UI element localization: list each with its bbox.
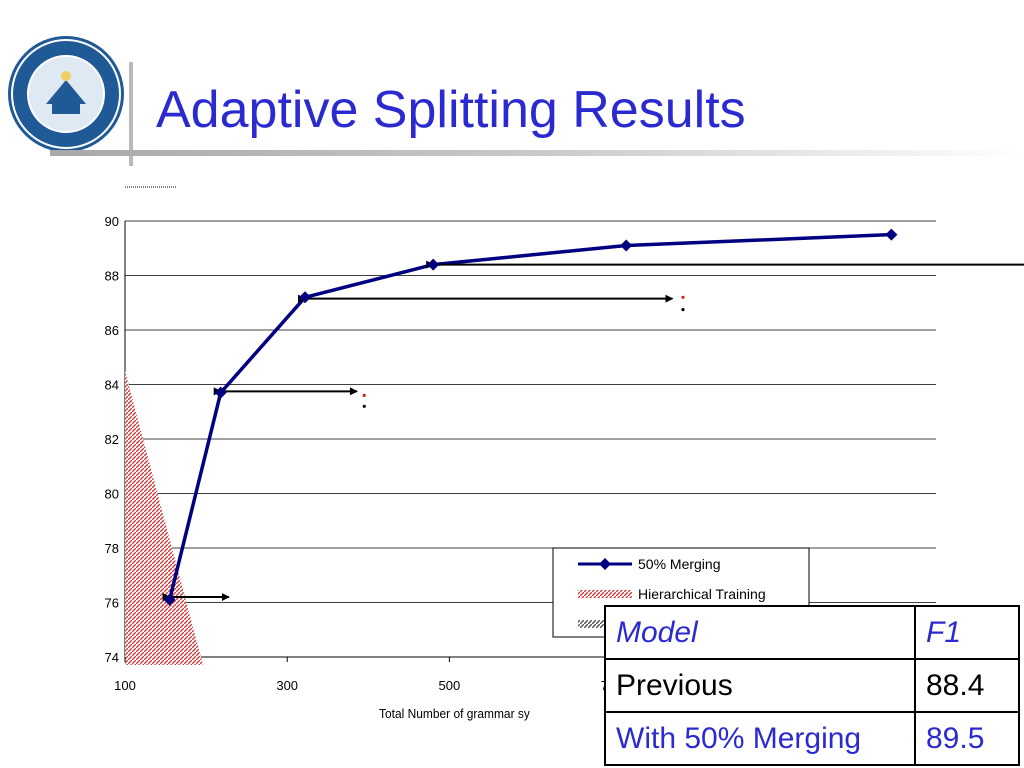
data-point-merging [299, 291, 312, 304]
y-tick-label: 86 [105, 323, 119, 338]
legend-label-hierarchical: Hierarchical Training [638, 586, 766, 602]
hierarchical-training-area [125, 370, 203, 665]
y-tick-label: 88 [105, 269, 119, 284]
table-cell-f1: 88.4 [914, 658, 1020, 713]
table-cell-f1: 89.5 [914, 711, 1020, 766]
x-tick-label: 500 [439, 678, 461, 693]
legend-label-merging: 50% Merging [638, 556, 721, 572]
data-point-third-series [362, 404, 366, 408]
legend-swatch-hierarchical [578, 590, 632, 598]
data-point-hierarchical [362, 393, 366, 397]
y-tick-label: 74 [105, 650, 119, 665]
results-table: Model F1 Previous 88.4 With 50% Merging … [604, 605, 1020, 766]
data-point-merging [163, 593, 176, 606]
y-tick-label: 78 [105, 541, 119, 556]
data-point-merging [427, 258, 440, 271]
table-header-model: Model [604, 605, 916, 660]
y-tick-label: 84 [105, 378, 119, 393]
series-line-merging [167, 232, 892, 601]
x-tick-label: 300 [276, 678, 298, 693]
table-cell-model: With 50% Merging [604, 711, 916, 766]
x-axis-label: Total Number of grammar sy [379, 707, 531, 722]
data-point-merging [214, 386, 227, 399]
table-row: Previous 88.4 [604, 658, 1020, 713]
y-tick-label: 76 [105, 596, 119, 611]
table-header-f1: F1 [914, 605, 1020, 660]
table-header-row: Model F1 [604, 605, 1020, 660]
y-tick-label: 82 [105, 432, 119, 447]
y-tick-label: 90 [105, 214, 119, 229]
table-row: With 50% Merging 89.5 [604, 711, 1020, 766]
legend-marker-merging [599, 558, 611, 570]
x-tick-label: 100 [114, 678, 136, 693]
title-divider-vertical [129, 62, 133, 166]
data-point-third-series [681, 307, 685, 312]
y-tick-label: 80 [105, 487, 119, 502]
data-point-hierarchical [681, 295, 685, 299]
data-point-merging [885, 228, 898, 241]
university-seal-logo [6, 34, 126, 154]
slide-title: Adaptive Splitting Results [156, 81, 746, 139]
table-cell-model: Previous [604, 658, 916, 713]
title-divider-horizontal [50, 150, 1024, 156]
data-point-merging [620, 239, 633, 252]
